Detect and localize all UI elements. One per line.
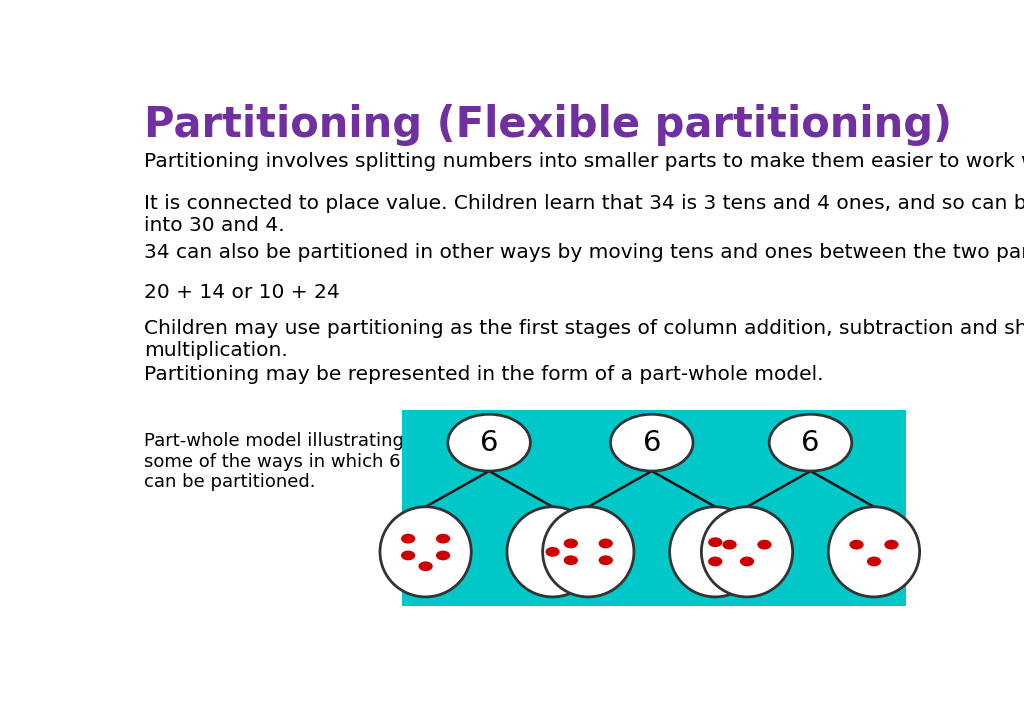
- Ellipse shape: [380, 507, 471, 597]
- Circle shape: [722, 540, 736, 549]
- Text: 6: 6: [801, 429, 820, 457]
- Ellipse shape: [701, 507, 793, 597]
- Circle shape: [885, 540, 899, 549]
- Circle shape: [401, 551, 416, 560]
- Text: 20 + 14 or 10 + 24: 20 + 14 or 10 + 24: [143, 283, 340, 302]
- Circle shape: [436, 551, 451, 560]
- Text: 6: 6: [480, 429, 499, 457]
- Circle shape: [599, 539, 613, 548]
- Ellipse shape: [670, 507, 761, 597]
- Circle shape: [740, 557, 754, 566]
- Circle shape: [447, 414, 530, 471]
- Circle shape: [769, 414, 852, 471]
- Ellipse shape: [543, 507, 634, 597]
- Text: Partitioning involves splitting numbers into smaller parts to make them easier t: Partitioning involves splitting numbers …: [143, 152, 1024, 171]
- Circle shape: [610, 414, 693, 471]
- Circle shape: [436, 534, 451, 544]
- Text: 34 can also be partitioned in other ways by moving tens and ones between the two: 34 can also be partitioned in other ways…: [143, 243, 1024, 262]
- Text: Partitioning (Flexible partitioning): Partitioning (Flexible partitioning): [143, 104, 952, 146]
- Text: Partitioning may be represented in the form of a part-whole model.: Partitioning may be represented in the f…: [143, 364, 823, 384]
- Circle shape: [758, 540, 772, 549]
- Circle shape: [419, 562, 433, 571]
- Text: Part-whole model illustrating
some of the ways in which 6
can be partitioned.: Part-whole model illustrating some of th…: [143, 432, 403, 491]
- Circle shape: [867, 557, 881, 566]
- Ellipse shape: [828, 507, 920, 597]
- Circle shape: [709, 557, 722, 566]
- Ellipse shape: [507, 507, 598, 597]
- Circle shape: [546, 547, 560, 557]
- Circle shape: [563, 555, 578, 565]
- Bar: [401, 410, 906, 606]
- Text: 6: 6: [642, 429, 662, 457]
- Circle shape: [563, 539, 578, 548]
- Circle shape: [599, 555, 613, 565]
- Text: Children may use partitioning as the first stages of column addition, subtractio: Children may use partitioning as the fir…: [143, 319, 1024, 359]
- Circle shape: [849, 540, 863, 549]
- Circle shape: [709, 537, 722, 547]
- Text: It is connected to place value. Children learn that 34 is 3 tens and 4 ones, and: It is connected to place value. Children…: [143, 194, 1024, 235]
- Circle shape: [401, 534, 416, 544]
